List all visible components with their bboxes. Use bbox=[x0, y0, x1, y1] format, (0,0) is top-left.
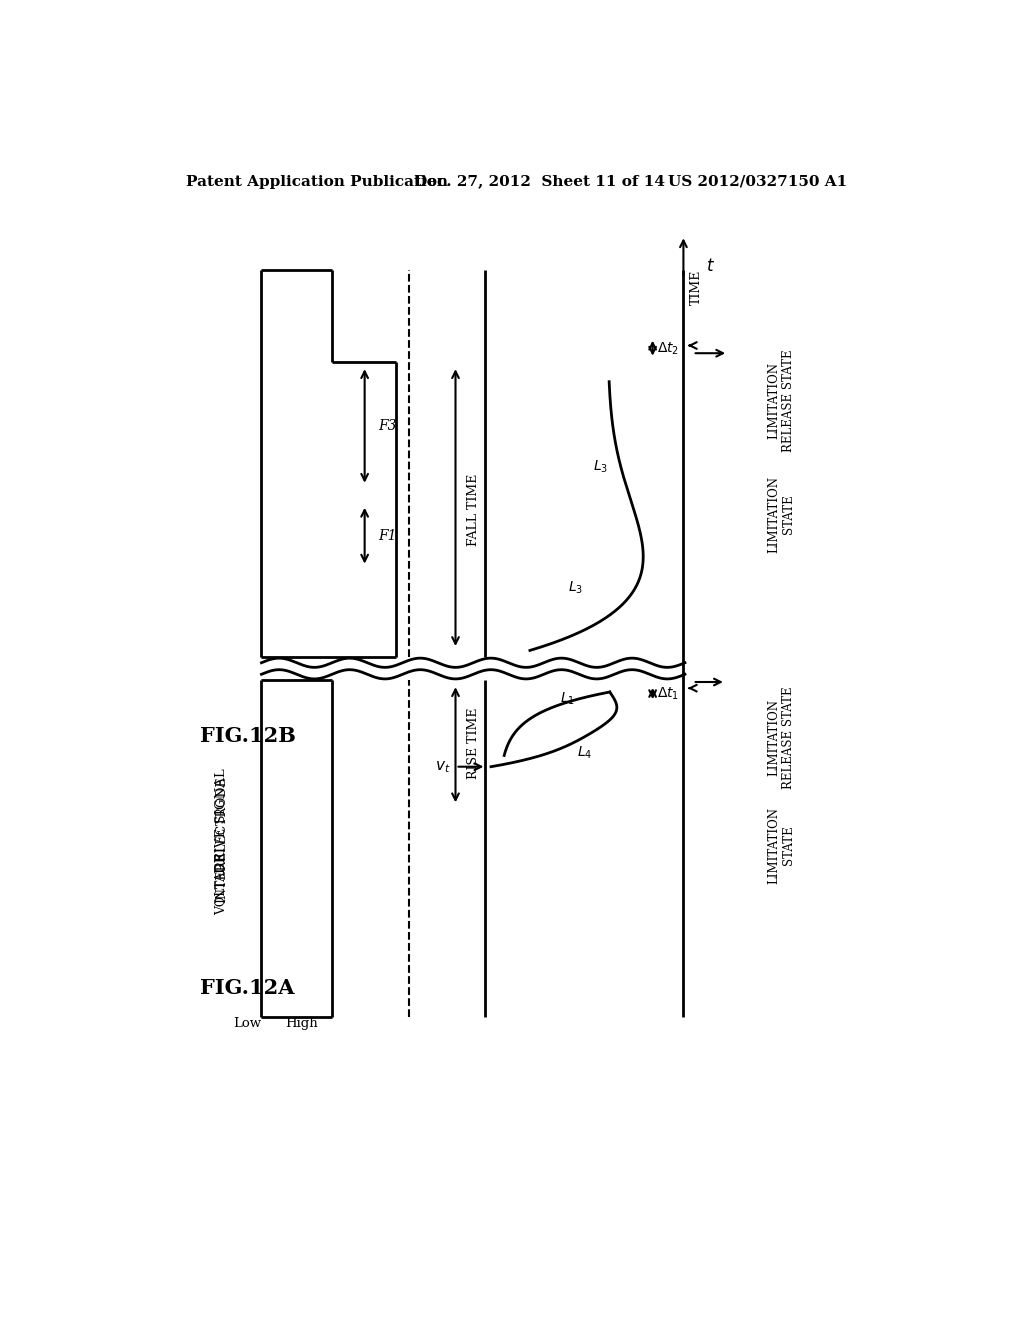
Text: F3: F3 bbox=[379, 420, 397, 433]
Text: LIMITATION
RELEASE STATE: LIMITATION RELEASE STATE bbox=[767, 350, 796, 453]
Text: $L_3$: $L_3$ bbox=[568, 579, 584, 597]
Text: FALL TIME: FALL TIME bbox=[467, 474, 480, 545]
Text: Dec. 27, 2012  Sheet 11 of 14: Dec. 27, 2012 Sheet 11 of 14 bbox=[414, 174, 665, 189]
Text: FIG.12B: FIG.12B bbox=[200, 726, 296, 746]
Text: High: High bbox=[285, 1016, 317, 1030]
Text: FIG.12A: FIG.12A bbox=[200, 978, 294, 998]
Text: $\Delta t_2$: $\Delta t_2$ bbox=[657, 341, 679, 356]
Text: Low: Low bbox=[233, 1016, 262, 1030]
Text: LIMITATION
RELEASE STATE: LIMITATION RELEASE STATE bbox=[767, 686, 796, 789]
Text: VOLTAGE: VOLTAGE bbox=[215, 853, 228, 915]
Text: $L_3$: $L_3$ bbox=[593, 458, 608, 475]
Text: DRIVE SIGNAL: DRIVE SIGNAL bbox=[215, 768, 228, 873]
Text: F1: F1 bbox=[379, 529, 397, 543]
Text: $v_t$: $v_t$ bbox=[434, 759, 451, 775]
Text: $L_1$: $L_1$ bbox=[560, 690, 575, 708]
Text: LIMITATION
STATE: LIMITATION STATE bbox=[767, 475, 796, 553]
Text: RISE TIME: RISE TIME bbox=[467, 708, 480, 779]
Text: $\Delta t_1$: $\Delta t_1$ bbox=[657, 685, 679, 702]
Text: US 2012/0327150 A1: US 2012/0327150 A1 bbox=[668, 174, 847, 189]
Text: INTERELECTRODE: INTERELECTRODE bbox=[215, 776, 228, 903]
Text: TIME: TIME bbox=[690, 271, 703, 305]
Text: $t$: $t$ bbox=[706, 257, 715, 275]
Text: LIMITATION
STATE: LIMITATION STATE bbox=[767, 807, 796, 884]
Text: Patent Application Publication: Patent Application Publication bbox=[186, 174, 449, 189]
Text: $L_4$: $L_4$ bbox=[578, 744, 593, 762]
